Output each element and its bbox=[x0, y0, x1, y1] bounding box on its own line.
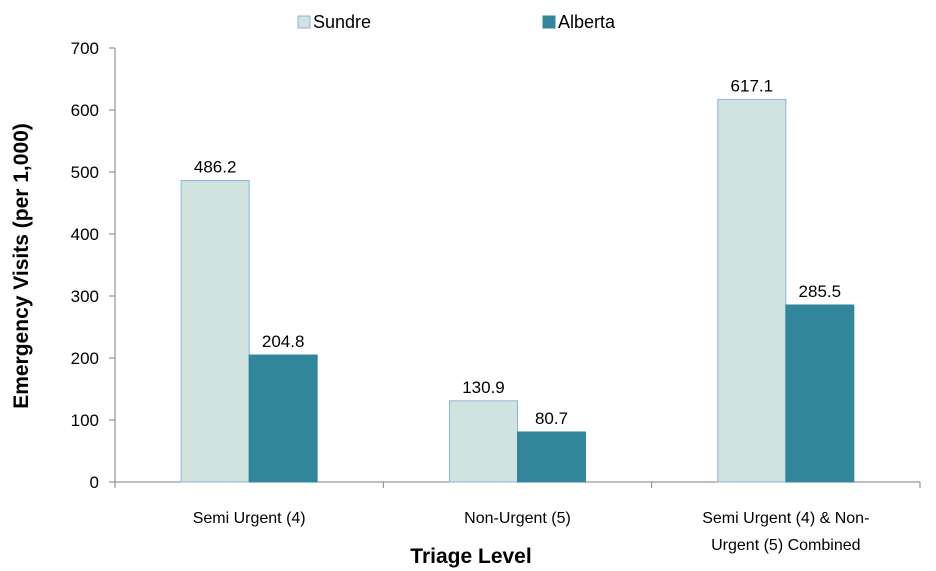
y-tick-label: 600 bbox=[71, 101, 99, 120]
bar-sundre-2 bbox=[449, 400, 518, 483]
bar-alberta-1 bbox=[248, 354, 318, 483]
x-tick-label: Semi Urgent (4) bbox=[193, 510, 306, 527]
x-tick-labels: Semi Urgent (4) Non-Urgent (5) Semi Urgent… bbox=[193, 510, 870, 554]
y-tick-label: 200 bbox=[71, 349, 99, 368]
legend-swatch-alberta bbox=[542, 15, 556, 29]
legend: Sundre Alberta bbox=[297, 12, 616, 32]
y-axis: 0 100 200 300 400 500 600 700 bbox=[71, 39, 116, 492]
y-tick-label: 500 bbox=[71, 163, 99, 182]
data-label-sundre-1: 486.2 bbox=[194, 158, 237, 177]
x-axis-title: Triage Level bbox=[410, 545, 531, 568]
y-axis-title: Emergency Visits (per 1,000) bbox=[10, 123, 33, 409]
legend-label-sundre: Sundre bbox=[313, 12, 371, 32]
data-label-sundre-3: 617.1 bbox=[731, 76, 774, 95]
data-label-sundre-2: 130.9 bbox=[462, 378, 505, 397]
y-tick-label: 100 bbox=[71, 411, 99, 430]
bar-sundre-3 bbox=[717, 98, 787, 483]
data-labels: 486.2 204.8 130.9 80.7 617.1 285.5 bbox=[194, 76, 841, 428]
y-tick-label: 300 bbox=[71, 287, 99, 306]
legend-label-alberta: Alberta bbox=[558, 12, 616, 32]
x-tick-label: Non-Urgent (5) bbox=[464, 510, 571, 527]
y-tick-label: 400 bbox=[71, 225, 99, 244]
legend-swatch-sundre bbox=[297, 15, 311, 29]
bar-alberta-2 bbox=[517, 431, 586, 483]
data-label-alberta-1: 204.8 bbox=[262, 332, 305, 351]
data-label-alberta-2: 80.7 bbox=[535, 409, 568, 428]
bar-sundre-1 bbox=[180, 180, 250, 483]
x-axis bbox=[114, 481, 921, 488]
bars bbox=[180, 98, 855, 483]
bar-alberta-3 bbox=[785, 304, 855, 483]
y-tick-label: 700 bbox=[71, 39, 99, 58]
data-label-alberta-3: 285.5 bbox=[799, 282, 842, 301]
x-tick-label: Semi Urgent (4) & Non-Urgent (5) Combine… bbox=[702, 510, 869, 554]
y-tick-label: 0 bbox=[90, 473, 99, 492]
